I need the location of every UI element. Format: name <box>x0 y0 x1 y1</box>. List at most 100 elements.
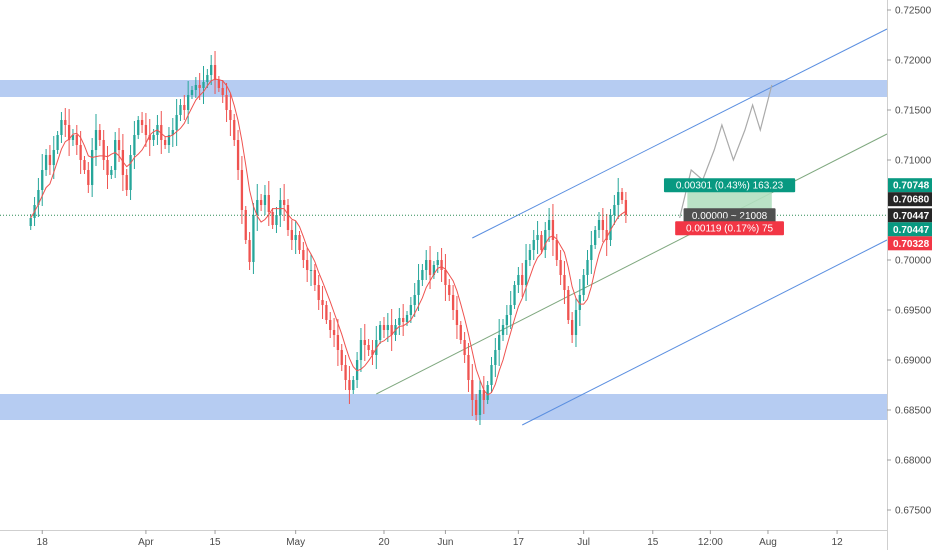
candle-body <box>294 235 297 240</box>
candle-body <box>463 340 466 355</box>
candle-body <box>355 360 359 380</box>
candle-body <box>555 240 558 260</box>
candle-body <box>478 390 482 415</box>
candle-body <box>467 355 470 380</box>
candle-body <box>428 260 432 275</box>
candle-body <box>482 390 485 400</box>
candle-body <box>505 315 509 325</box>
candle-body <box>613 205 616 215</box>
candle-body <box>382 325 386 330</box>
candle-body <box>236 140 240 170</box>
candle-body <box>106 160 109 175</box>
candle-body <box>597 220 601 230</box>
projection-line[interactable] <box>679 84 773 219</box>
candle-body <box>67 125 71 140</box>
candle-body <box>605 230 608 240</box>
candle-body <box>52 150 55 165</box>
y-tick-label: 0.72000 <box>895 56 932 67</box>
resistance-zone[interactable] <box>0 80 887 97</box>
candle-body <box>582 275 585 295</box>
candle-body <box>325 305 328 320</box>
candle-body <box>340 350 343 365</box>
candle-body <box>609 215 612 240</box>
candle-body <box>167 135 171 145</box>
candle-body <box>517 275 520 285</box>
candle-body <box>217 80 221 88</box>
candle-body <box>175 115 178 130</box>
candle-body <box>79 145 82 160</box>
candle-body <box>102 140 105 160</box>
candle-body <box>275 215 278 225</box>
x-tick-label: 15 <box>209 537 221 548</box>
candle-body <box>240 170 244 210</box>
candle-body <box>421 270 424 280</box>
candle-body <box>528 250 532 260</box>
candle-body <box>594 230 597 245</box>
candle-body <box>267 195 270 212</box>
candle-body <box>313 270 317 285</box>
candle-body <box>425 260 428 270</box>
candle-body <box>348 380 351 390</box>
candle-body <box>359 340 363 360</box>
candle-body <box>206 75 209 82</box>
candle-body <box>451 295 455 310</box>
price-tags: 0.70748 0.70680 0.70447 0.70447 0.70328 <box>888 178 932 251</box>
x-tick-label: 18 <box>37 537 49 548</box>
y-tick-label: 0.68000 <box>895 456 932 467</box>
candle-body <box>436 260 439 265</box>
y-tick-label: 0.69000 <box>895 356 932 367</box>
candle-body <box>444 270 447 285</box>
candle-body <box>244 210 247 240</box>
candle-body <box>498 335 501 350</box>
candle-body <box>486 385 489 400</box>
x-tick-label: 12:00 <box>698 537 723 548</box>
candle-body <box>352 380 355 390</box>
x-tick-label: Jun <box>437 537 453 548</box>
candle-body <box>586 260 589 275</box>
candle-body <box>256 200 259 215</box>
candle-body <box>160 125 163 140</box>
candle-body <box>390 325 393 335</box>
channel-mid-line[interactable] <box>376 133 888 395</box>
price-tag <box>888 208 932 223</box>
candle-body <box>171 130 174 135</box>
candle-body <box>183 105 186 110</box>
price-tag <box>888 192 932 207</box>
candle-body <box>509 305 512 315</box>
profit-label-box <box>663 178 796 193</box>
candle-body <box>198 85 201 88</box>
candle-body <box>363 340 366 345</box>
support-zone[interactable] <box>0 394 887 420</box>
y-tick-label: 0.67500 <box>895 506 932 517</box>
position-labels: 0.00301 (0.43%) 163.230.00000 ~ 210082.5… <box>663 178 796 236</box>
candle-body <box>202 82 205 88</box>
channel-lower-line[interactable] <box>521 239 888 426</box>
y-tick-label: 0.71500 <box>895 106 932 117</box>
candle-body <box>448 285 451 295</box>
candles <box>29 51 628 425</box>
trend-channel[interactable] <box>376 28 888 426</box>
projection-path[interactable] <box>679 84 773 219</box>
x-tick-label: Aug <box>759 537 777 548</box>
candle-body <box>286 205 290 230</box>
candle-body <box>501 325 505 335</box>
candle-body <box>620 192 624 200</box>
price-tag-label: 0.70447 <box>893 225 930 236</box>
x-tick-label: 20 <box>378 537 390 548</box>
loss-label: 0.00119 (0.17%) 75 <box>686 224 774 235</box>
candle-body <box>125 175 128 190</box>
candle-body <box>590 245 593 260</box>
candle-body <box>144 125 148 135</box>
candle-body <box>524 260 528 285</box>
candle-body <box>41 170 44 190</box>
candle-body <box>409 305 413 315</box>
candle-body <box>140 120 144 125</box>
candle-body <box>48 155 52 165</box>
candle-body <box>432 265 436 275</box>
channel-upper-line[interactable] <box>472 28 888 239</box>
candle-body <box>601 220 605 230</box>
candle-body <box>229 110 232 120</box>
x-tick-label: Jul <box>577 537 590 548</box>
